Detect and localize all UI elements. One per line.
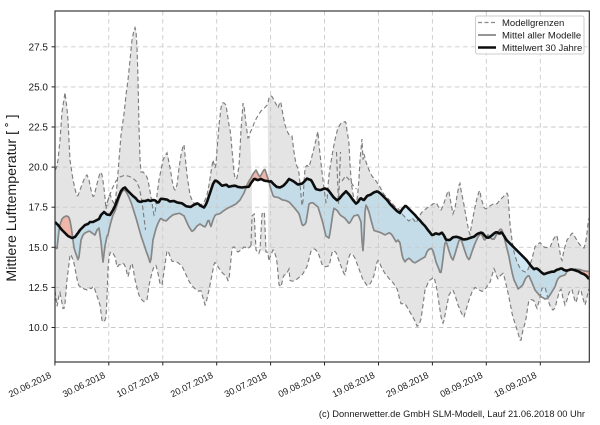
svg-text:15.0: 15.0 xyxy=(29,243,49,254)
svg-text:22.5: 22.5 xyxy=(29,123,49,134)
svg-text:Mittel aller Modelle: Mittel aller Modelle xyxy=(502,31,581,42)
svg-text:27.5: 27.5 xyxy=(29,42,49,53)
svg-text:Mittelwert 30 Jahre: Mittelwert 30 Jahre xyxy=(502,43,582,54)
svg-text:Mittlere Lufttemperatur [ ˚ ]: Mittlere Lufttemperatur [ ˚ ] xyxy=(4,114,20,281)
svg-text:17.5: 17.5 xyxy=(29,203,49,214)
svg-text:Modellgrenzen: Modellgrenzen xyxy=(502,18,564,29)
svg-text:25.0: 25.0 xyxy=(29,82,49,93)
svg-text:10.0: 10.0 xyxy=(29,323,49,334)
svg-text:(c) Donnerwetter.de GmbH SLM-M: (c) Donnerwetter.de GmbH SLM-Modell, Lau… xyxy=(319,409,585,419)
svg-text:20.0: 20.0 xyxy=(29,163,49,174)
svg-text:12.5: 12.5 xyxy=(29,283,49,294)
